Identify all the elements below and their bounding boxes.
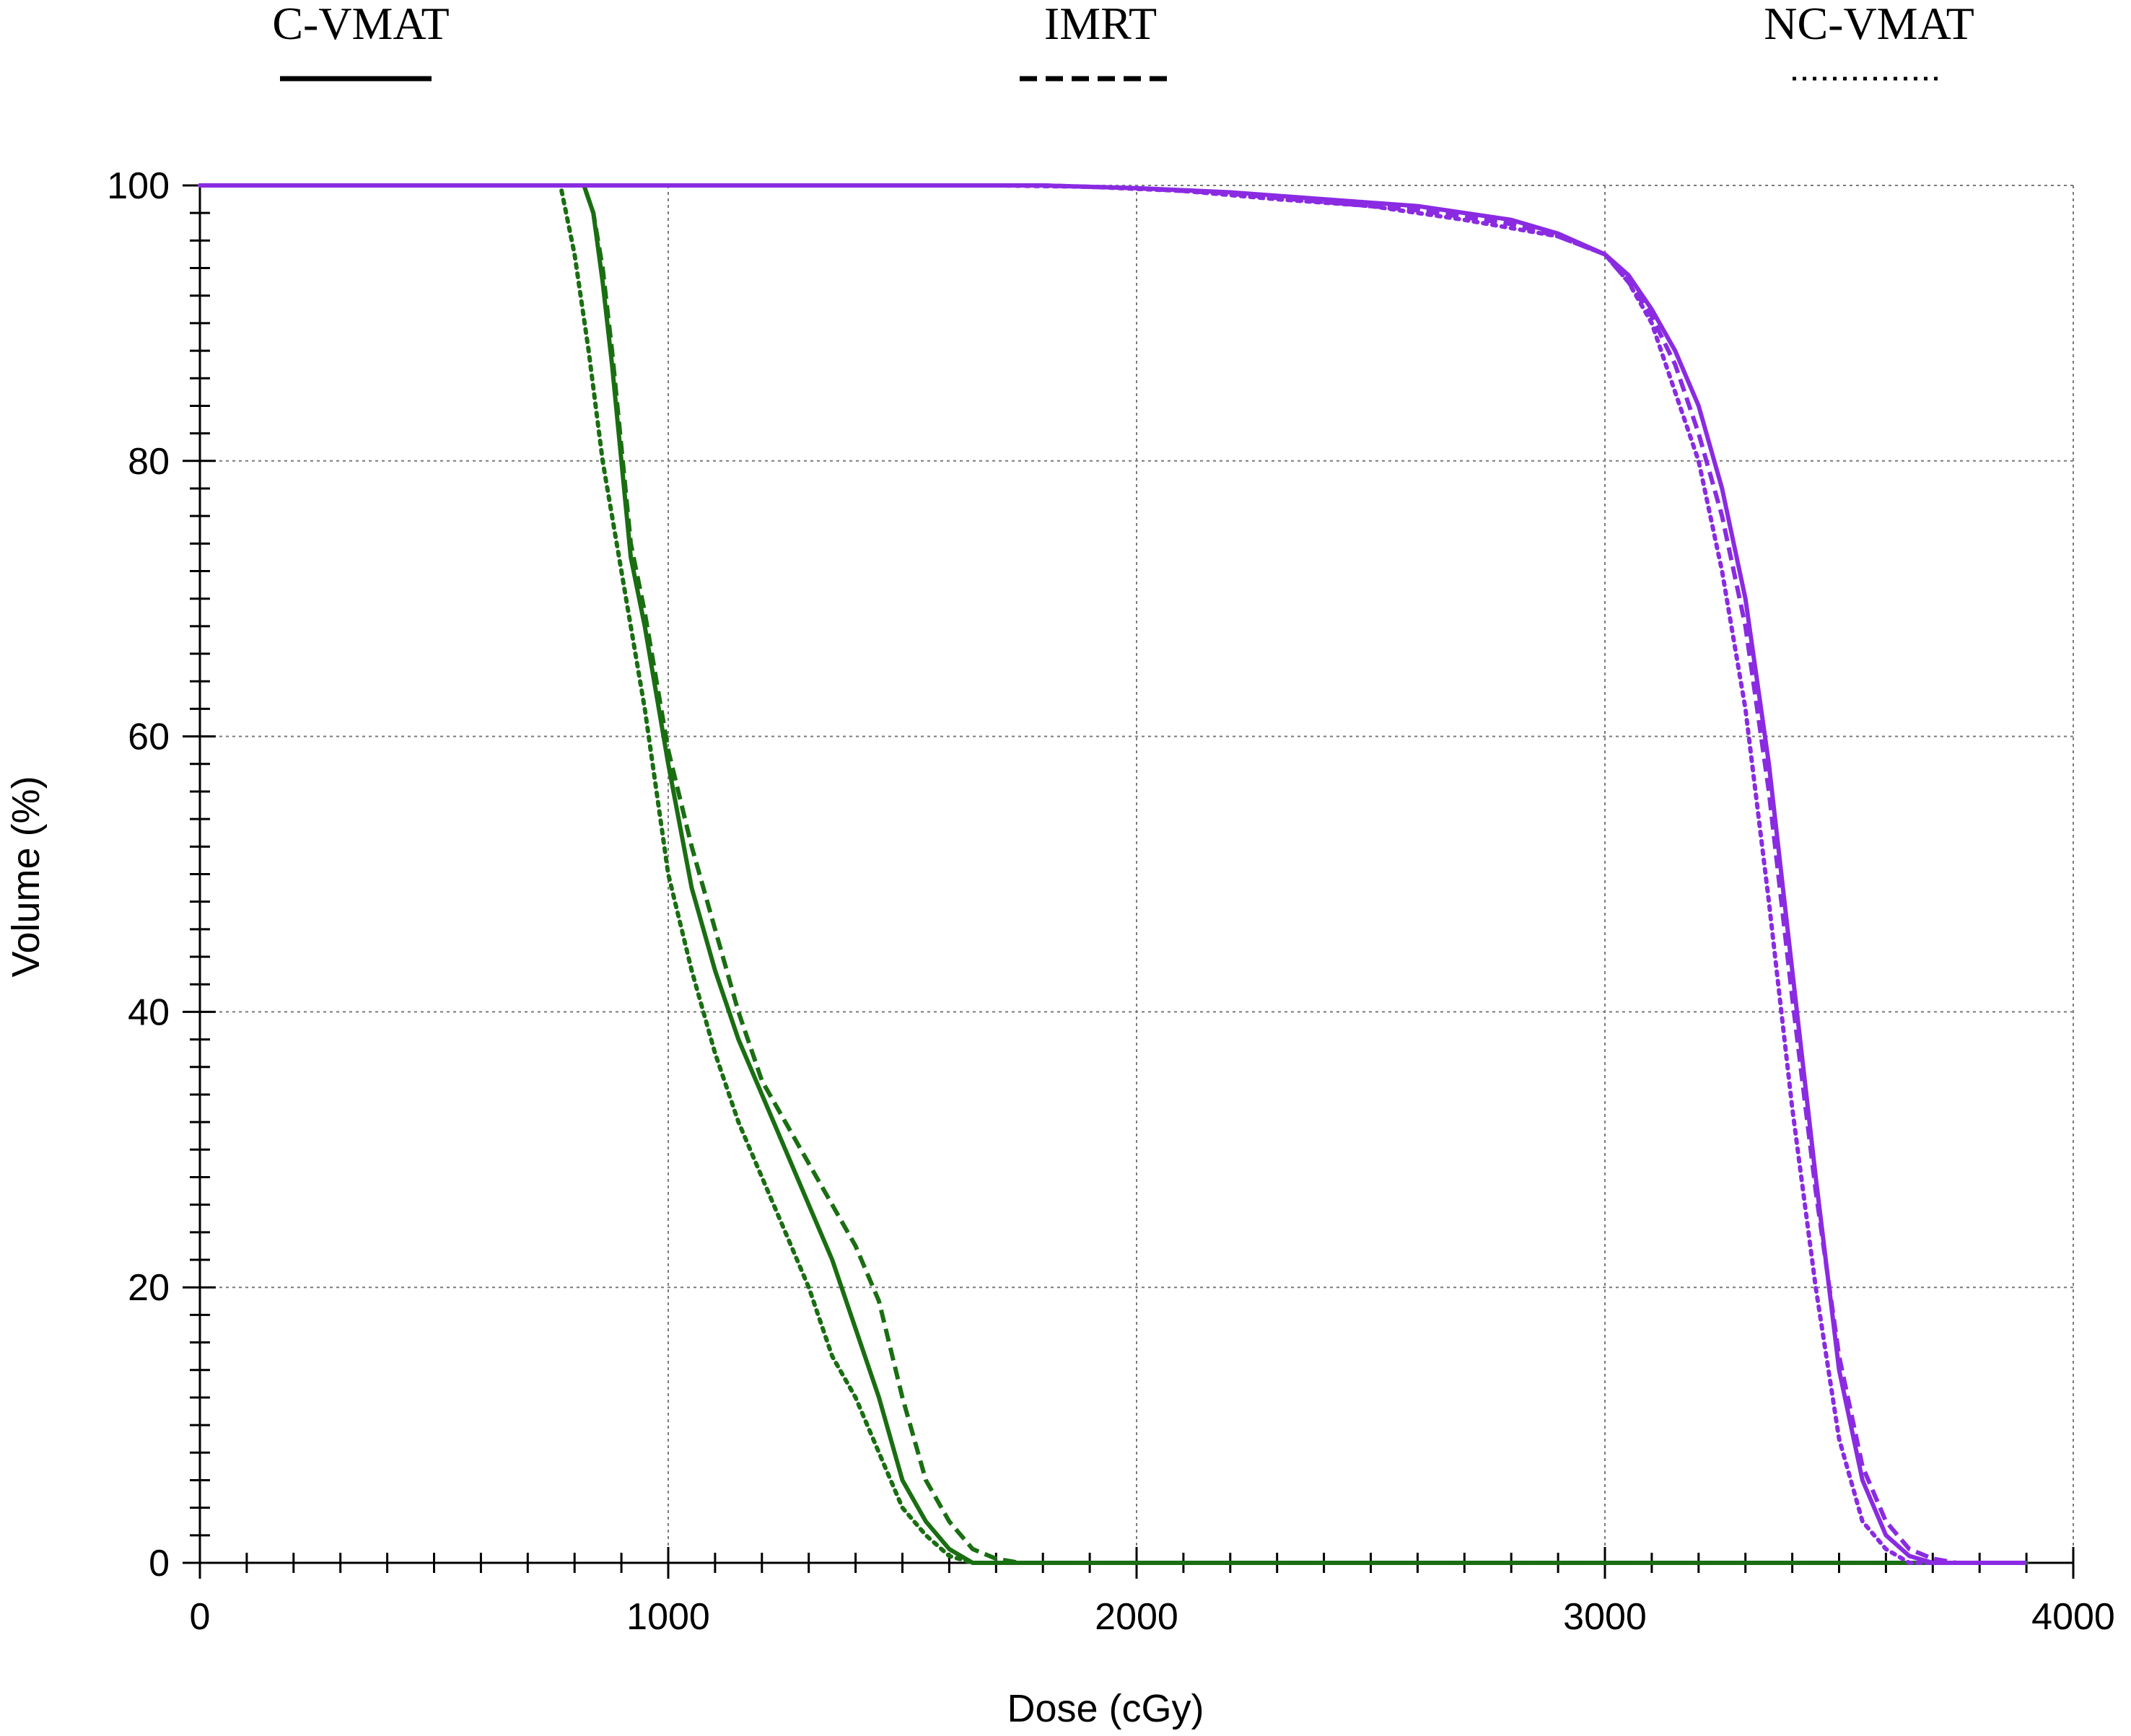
series-layer xyxy=(198,183,2029,1565)
series-line-c-vmat-green xyxy=(200,183,2027,1565)
y-tick-label: 20 xyxy=(128,1267,170,1309)
x-axis-title: Dose (cGy) xyxy=(1007,1687,1204,1730)
legend: C-VMAT IMRT NC-VMAT xyxy=(272,0,1974,82)
y-tick-label: 40 xyxy=(128,991,170,1033)
x-tick-label: 4000 xyxy=(2031,1596,2115,1638)
legend-label: IMRT xyxy=(1044,0,1157,49)
x-tick-label: 0 xyxy=(190,1596,211,1638)
y-tick-label: 80 xyxy=(128,441,170,483)
series-line-nc-vmat-green xyxy=(198,183,2029,1565)
series-line-c-vmat-purple xyxy=(200,183,2027,1565)
axes xyxy=(183,184,2075,1579)
x-tick-label: 2000 xyxy=(1095,1596,1178,1638)
series-line-imrt-purple xyxy=(200,183,2027,1565)
series-line-imrt-green xyxy=(200,183,2027,1565)
tick-labels: 0 1000 2000 3000 4000 0 20 40 60 80 100 xyxy=(107,165,2115,1638)
series-line-nc-vmat-purple xyxy=(198,183,2029,1565)
legend-label: NC-VMAT xyxy=(1764,0,1974,49)
y-tick-label: 100 xyxy=(107,165,170,207)
y-tick-label: 0 xyxy=(149,1543,170,1584)
grid-layer xyxy=(200,185,2074,1563)
x-tick-label: 3000 xyxy=(1563,1596,1647,1638)
y-tick-label: 60 xyxy=(128,716,170,758)
legend-label: C-VMAT xyxy=(272,0,449,49)
y-axis-title: Volume (%) xyxy=(4,776,48,977)
x-tick-label: 1000 xyxy=(626,1596,710,1638)
